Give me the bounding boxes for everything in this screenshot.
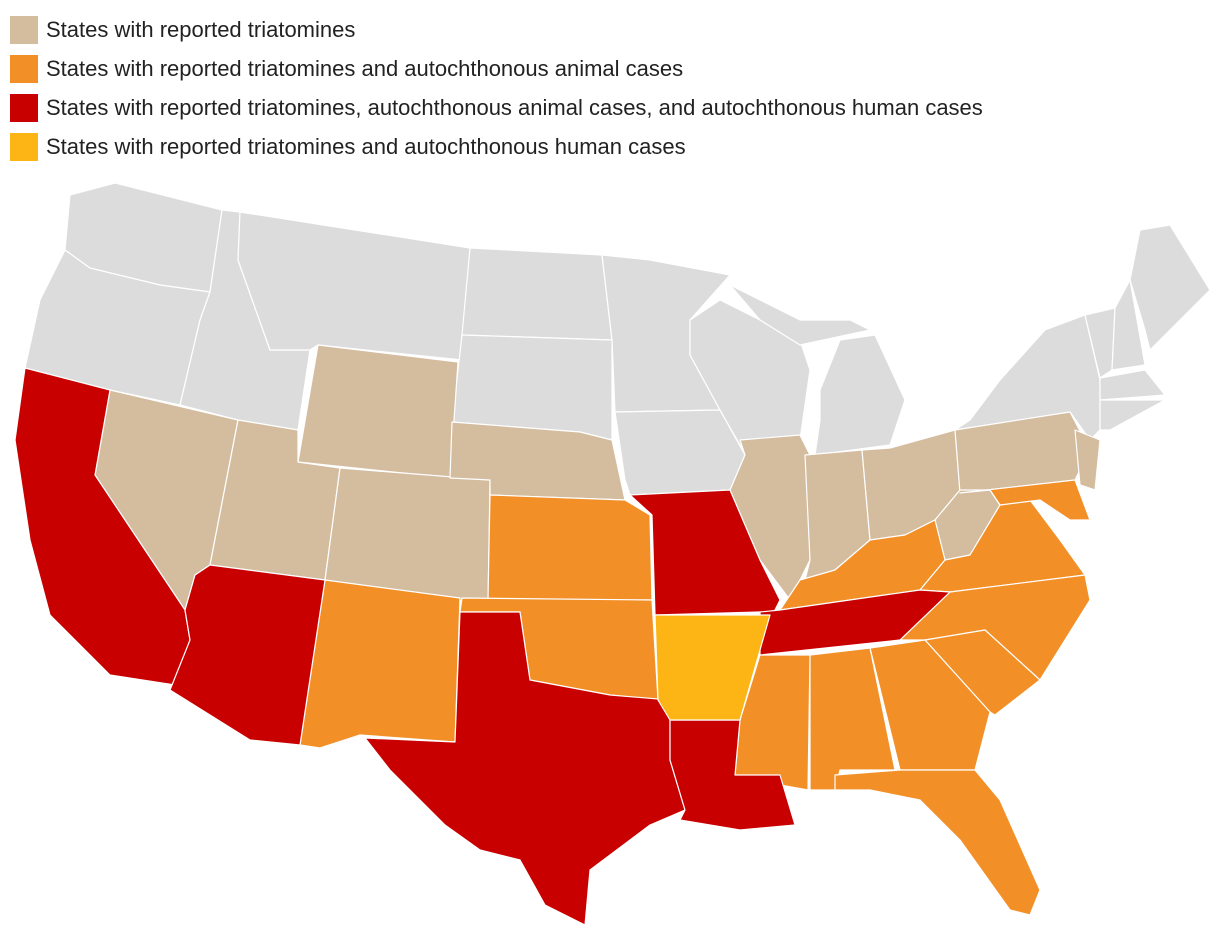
state bbox=[729, 284, 871, 346]
state bbox=[297, 344, 459, 479]
state bbox=[364, 611, 686, 926]
state bbox=[169, 564, 326, 746]
legend-label: States with reported triatomines and aut… bbox=[46, 55, 684, 81]
state bbox=[669, 719, 796, 831]
state bbox=[834, 769, 1041, 916]
legend-label: States with reported triatomines, autoch… bbox=[46, 94, 983, 120]
state bbox=[1099, 399, 1166, 431]
legend-label: States with reported triatomines and aut… bbox=[46, 133, 686, 159]
legend-item: States with reported triatomines, autoch… bbox=[10, 88, 983, 127]
state bbox=[237, 211, 471, 361]
state bbox=[1129, 224, 1211, 351]
state bbox=[461, 247, 613, 341]
state bbox=[959, 479, 1091, 521]
state bbox=[1099, 369, 1166, 401]
legend-item: States with reported triatomines and aut… bbox=[10, 49, 983, 88]
state bbox=[1074, 429, 1101, 491]
legend: States with reported triatomines States w… bbox=[10, 10, 983, 166]
legend-swatch bbox=[10, 132, 38, 161]
state bbox=[1111, 279, 1146, 371]
state bbox=[814, 334, 906, 456]
state bbox=[809, 647, 896, 791]
state bbox=[689, 299, 811, 446]
state bbox=[614, 409, 746, 496]
legend-item: States with reported triatomines and aut… bbox=[10, 127, 983, 166]
legend-item: States with reported triatomines bbox=[10, 10, 983, 49]
legend-swatch bbox=[10, 54, 38, 83]
state bbox=[654, 614, 771, 721]
state bbox=[759, 589, 951, 656]
legend-label: States with reported triatomines bbox=[46, 16, 356, 42]
state bbox=[869, 639, 991, 771]
legend-swatch bbox=[10, 15, 38, 44]
state bbox=[487, 494, 653, 601]
state bbox=[299, 579, 461, 749]
legend-swatch bbox=[10, 93, 38, 122]
